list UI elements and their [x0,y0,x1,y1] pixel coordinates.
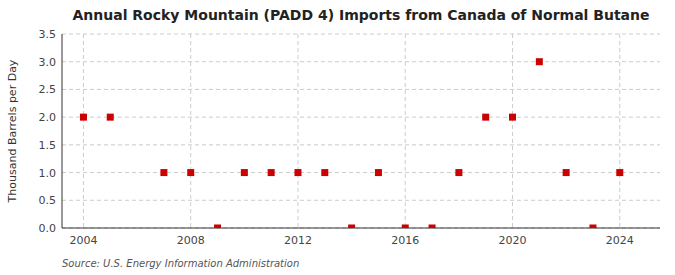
x-tick-label: 2016 [391,234,419,247]
point [268,169,275,176]
point [187,169,194,176]
y-tick-label: 2.0 [39,111,57,124]
x-grid-line [83,34,84,228]
y-tick-label: 0.0 [39,222,57,235]
source-note: Source: U.S. Energy Information Administ… [62,258,299,269]
x-axis-line [62,228,660,229]
y-grid-line [62,61,660,62]
x-tick-label: 2004 [69,234,97,247]
point [80,114,87,121]
title: Annual Rocky Mountain (PADD 4) Imports f… [72,7,649,23]
y-tick-label: 0.5 [39,194,57,207]
point [321,169,328,176]
y-tick-label: 3.0 [39,56,57,69]
point [241,169,248,176]
y-tick-label: 1.5 [39,139,57,152]
y-grid-line [62,144,660,145]
x-tick-label: 2024 [606,234,634,247]
y-axis-label: Thousand Barrels per Day [6,59,19,203]
y-grid-line [62,89,660,90]
point [536,58,543,65]
points [80,58,623,228]
point [294,169,301,176]
y-tick-label: 2.5 [39,83,57,96]
point [375,169,382,176]
point [563,169,570,176]
point [455,169,462,176]
y-grid-line [62,200,660,201]
point [589,225,596,229]
point [402,225,409,229]
y-axis-line [62,34,63,228]
y-tick-label: 1.0 [39,167,57,180]
x-grid-line [619,34,620,228]
point [616,169,623,176]
point [348,225,355,229]
point [509,114,516,121]
point [429,225,436,229]
y-grid-line [62,172,660,173]
chart-container: Annual Rocky Mountain (PADD 4) Imports f… [0,0,675,275]
point [214,225,221,229]
y-grid-line [62,34,660,35]
x-grid-line [405,34,406,228]
x-grid-line [190,34,191,228]
point [107,114,114,121]
y-tick-label: 3.5 [39,28,57,41]
point [160,169,167,176]
x-tick-label: 2020 [499,234,527,247]
point [482,114,489,121]
x-grid-line [512,34,513,228]
x-tick-label: 2008 [177,234,205,247]
y-grid-line [62,228,660,229]
x-grid-line [297,34,298,228]
grid [62,34,660,228]
chart-svg: Annual Rocky Mountain (PADD 4) Imports f… [0,0,675,275]
y-grid-line [62,117,660,118]
x-tick-label: 2012 [284,234,312,247]
